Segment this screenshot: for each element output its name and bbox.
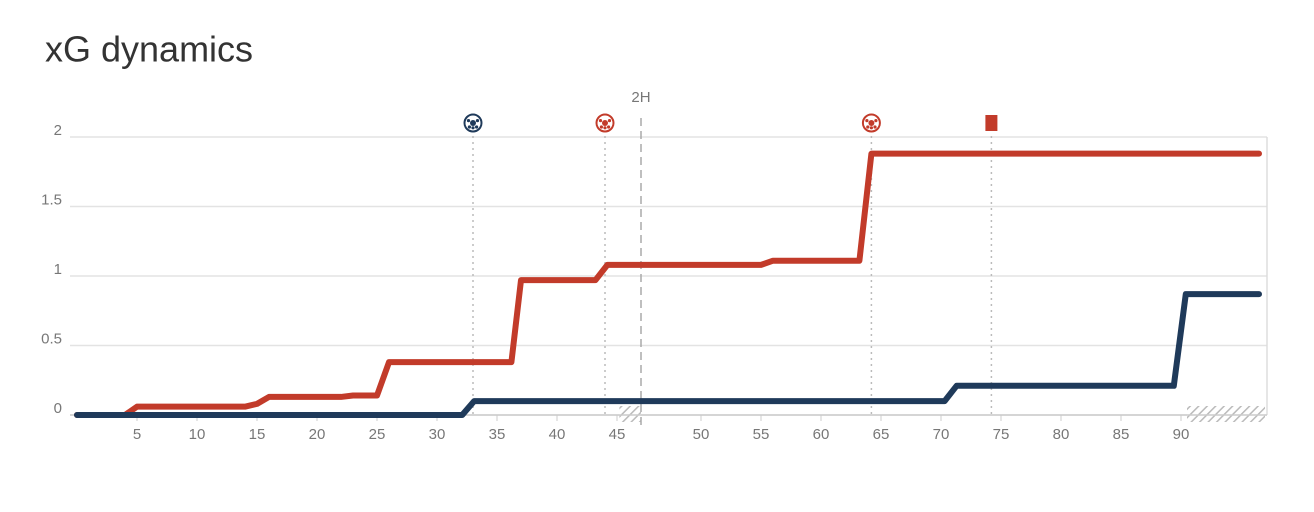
goal-icon-center — [470, 120, 476, 126]
x-tick-label: 55 — [753, 426, 770, 443]
x-tick-label: 40 — [549, 426, 566, 443]
goal-icon-patch — [475, 119, 480, 123]
goal-icon-center — [602, 120, 608, 126]
goal-icon-patch — [598, 119, 603, 123]
x-tick-label: 65 — [873, 426, 890, 443]
goal-icon-patch — [607, 125, 611, 129]
goal-icon-patch — [467, 125, 471, 129]
goal-icon-patch — [874, 119, 878, 123]
goal-icon-patch — [866, 125, 870, 129]
goal-icon-patch — [475, 125, 479, 129]
goal-icon-patch — [599, 125, 604, 129]
x-tick-label: 35 — [489, 426, 506, 443]
y-tick-label: 1 — [54, 261, 62, 278]
goal-icon-patch — [466, 119, 471, 123]
goal-icon-patch — [603, 126, 607, 130]
x-tick-label: 30 — [429, 426, 446, 443]
xg-line — [74, 291, 1262, 418]
stoppage-time — [619, 406, 641, 422]
goal-icon-patch — [607, 119, 612, 123]
goal-icon-patch — [869, 126, 874, 130]
half-time-label: 2H — [631, 89, 650, 106]
x-tick-label: 85 — [1113, 426, 1130, 443]
x-tick-label: 10 — [189, 426, 206, 443]
xg-line — [74, 150, 1262, 418]
y-tick-label: 1.5 — [41, 191, 62, 208]
y-tick-label: 0.5 — [41, 330, 62, 347]
x-tick-label: 15 — [249, 426, 266, 443]
goal-icon-center — [868, 120, 875, 126]
y-tick-label: 0 — [54, 400, 62, 417]
x-tick-label: 50 — [693, 426, 710, 443]
stoppage-time — [1187, 406, 1265, 422]
y-tick-label: 2 — [54, 122, 62, 139]
x-tick-label: 80 — [1053, 426, 1070, 443]
x-tick-label: 20 — [309, 426, 326, 443]
x-tick-label: 25 — [369, 426, 386, 443]
x-tick-label: 70 — [933, 426, 950, 443]
x-tick-label: 45 — [609, 426, 626, 443]
red-card — [985, 115, 998, 131]
chart-title: xG dynamics — [45, 29, 253, 70]
goal-icon-patch — [865, 119, 869, 123]
goal-icon-patch — [873, 125, 877, 129]
x-tick-label: 90 — [1173, 426, 1190, 443]
goal-icon-patch — [471, 126, 475, 130]
x-tick-label: 5 — [133, 426, 141, 443]
x-tick-label: 75 — [993, 426, 1010, 443]
x-tick-label: 60 — [813, 426, 830, 443]
